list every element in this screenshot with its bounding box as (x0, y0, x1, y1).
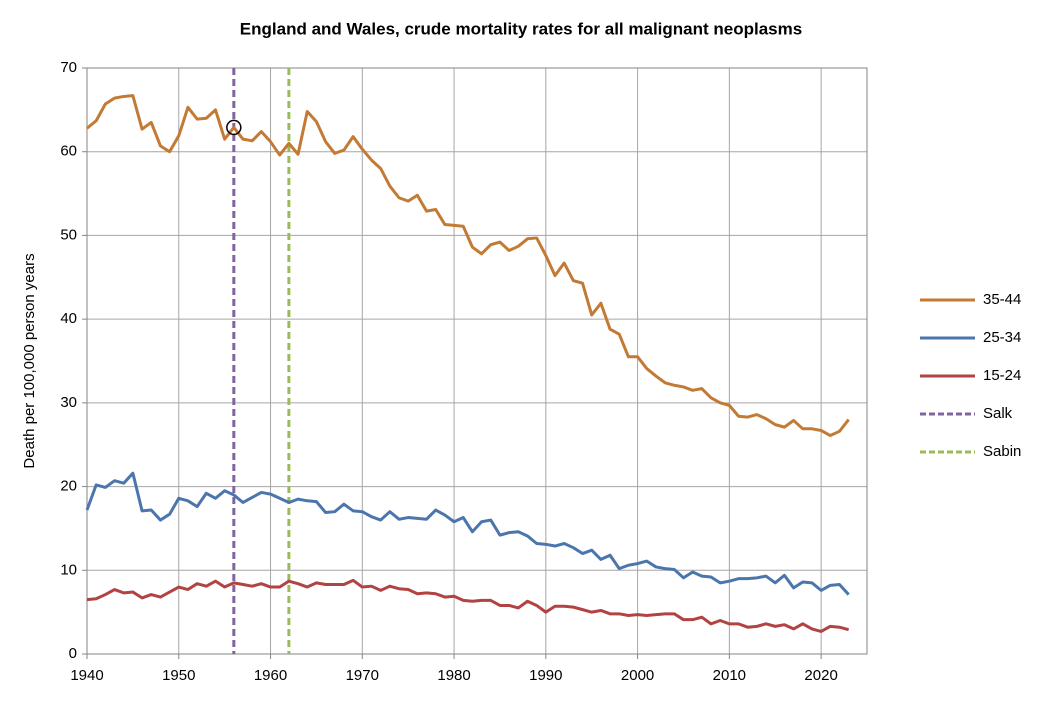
legend-label: 15-24 (983, 367, 1021, 384)
y-axis-label: Death per 100,000 person years (21, 253, 38, 468)
y-tick-label: 0 (69, 645, 77, 662)
x-tick-label: 1960 (254, 667, 287, 684)
legend-label: Sabin (983, 443, 1021, 460)
x-tick-label: 1970 (346, 667, 379, 684)
highlight-marker (226, 119, 242, 136)
x-tick-label: 1980 (437, 667, 470, 684)
y-tick-label: 10 (60, 561, 77, 578)
chart-title: England and Wales, crude mortality rates… (240, 19, 802, 38)
series-line (85, 471, 850, 596)
y-tick-label: 70 (60, 59, 77, 76)
x-tick-label: 2020 (804, 667, 837, 684)
y-tick-label: 30 (60, 394, 77, 411)
x-tick-label: 1990 (529, 667, 562, 684)
y-tick-label: 60 (60, 143, 77, 160)
plot-frame (86, 67, 868, 655)
series-line (86, 94, 850, 438)
x-tick-label: 2000 (621, 667, 654, 684)
y-tick-label: 20 (60, 478, 77, 495)
legend-label: Salk (983, 405, 1013, 422)
legend-label: 35-44 (983, 291, 1021, 308)
y-tick-label: 50 (60, 226, 77, 243)
y-tick-label: 40 (60, 310, 77, 327)
x-tick-label: 1950 (162, 667, 195, 684)
x-tick-label: 1940 (70, 667, 103, 684)
legend-label: 25-34 (983, 329, 1021, 346)
series-line (86, 578, 850, 633)
x-tick-label: 2010 (713, 667, 746, 684)
